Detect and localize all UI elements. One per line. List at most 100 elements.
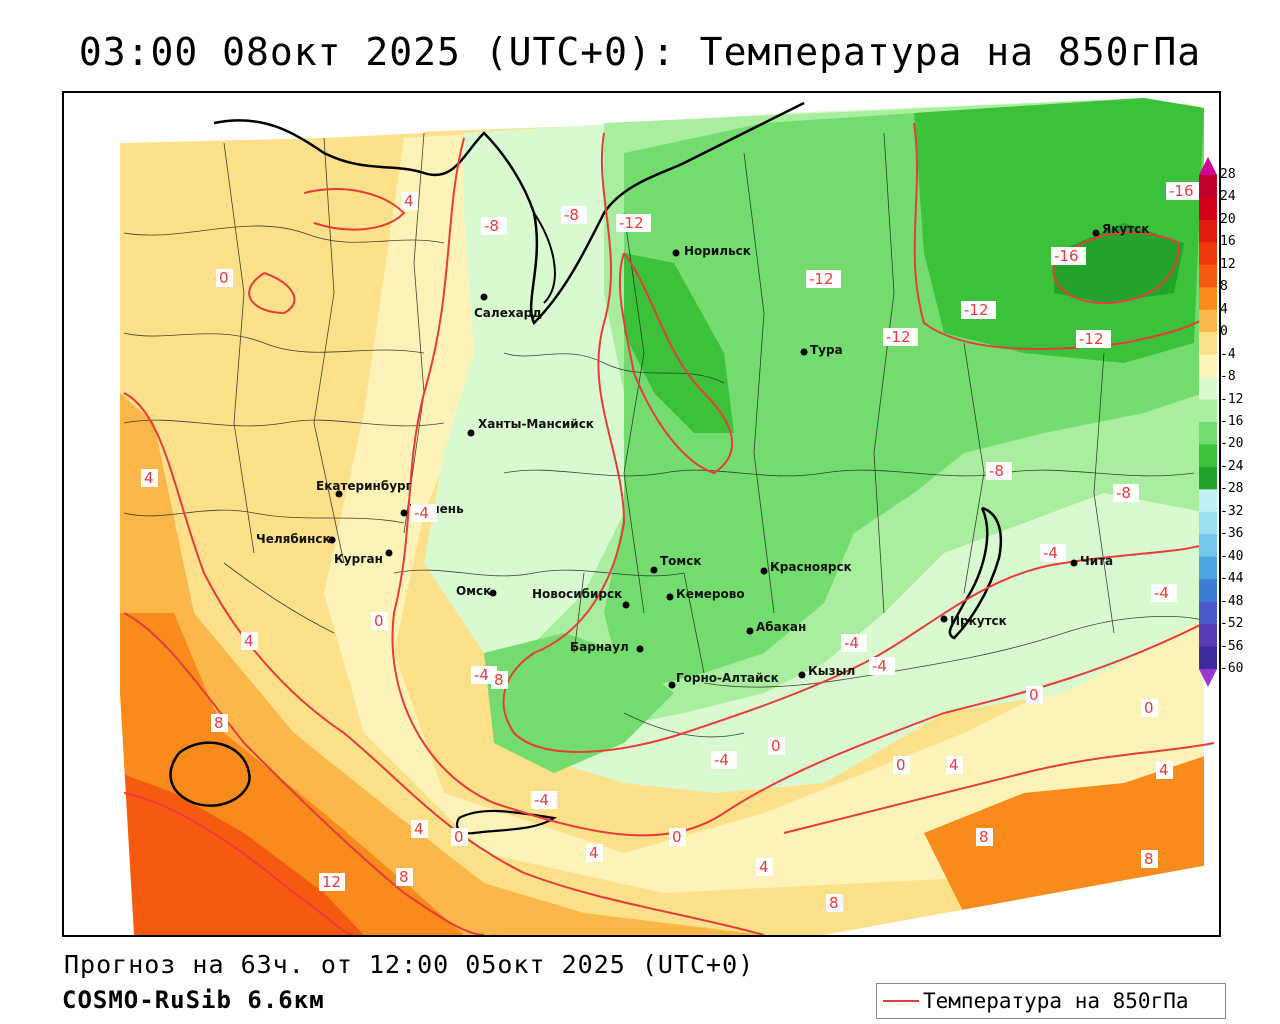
city-dot [328, 536, 336, 544]
contour-value-label: 0 [1144, 699, 1154, 717]
contour-value-label: -12 [1079, 330, 1104, 348]
contour-value-label: -4 [714, 751, 729, 769]
colorbar-tick-label: -60 [1220, 661, 1244, 676]
contour-label-bg [216, 269, 233, 287]
contour-value-label: -12 [886, 328, 911, 346]
contour-value-label: -12 [964, 301, 989, 319]
colorbar-segment [1199, 219, 1217, 243]
city-label: Челябинск [256, 532, 331, 546]
contour-label-bg [1076, 330, 1111, 348]
contour-label-bg [1166, 182, 1201, 200]
field-yakutia-core [1054, 223, 1184, 303]
contour-label-bg [893, 756, 910, 774]
contour-label-bg [869, 657, 895, 675]
contour-label-bg [319, 873, 345, 891]
city-dot [1070, 559, 1078, 567]
city-dot [622, 601, 630, 609]
contour-value-label: 4 [404, 192, 414, 210]
contour-value-label: 8 [829, 894, 839, 912]
colorbar-segment [1199, 466, 1217, 490]
colorbar-tick-label: 16 [1220, 234, 1236, 250]
contour-value-label: 4 [144, 469, 154, 487]
contour-value-label: 8 [1144, 850, 1154, 868]
city-label: Кемерово [676, 587, 745, 601]
contour-value-label: 0 [896, 756, 906, 774]
city-dot [746, 627, 754, 635]
contour-label-bg [1051, 247, 1086, 265]
city-dot [760, 567, 768, 575]
aral-sea [169, 741, 251, 807]
city-label: Барнаул [570, 640, 629, 654]
city-label: Кызыл [808, 664, 855, 678]
legend: Температура на 850гПа [876, 983, 1226, 1019]
contour-label-bg [211, 714, 228, 732]
contour-label-bg [561, 206, 587, 224]
city-dot [400, 509, 408, 517]
contour-value-label: -16 [1054, 247, 1079, 265]
contour-value-label: -12 [809, 270, 834, 288]
contour-value-label: -4 [414, 504, 429, 522]
contour-label-bg [1113, 484, 1139, 502]
contour-label-bg [768, 737, 785, 755]
contour-label-bg [616, 214, 651, 232]
contour-value-label: 4 [414, 820, 424, 838]
colorbar-segment [1199, 399, 1217, 423]
colorbar-tick-label: -56 [1220, 638, 1244, 654]
contour-value-label: -4 [844, 634, 859, 652]
field-altai [484, 633, 674, 773]
contour-value-label: -8 [1116, 484, 1131, 502]
city-label: Красноярск [770, 560, 852, 574]
contour-label-bg [411, 504, 437, 522]
city-dot [800, 348, 808, 356]
colorbar-tick-label: -32 [1220, 503, 1244, 519]
colorbar-segment [1199, 444, 1217, 468]
contour-value-label: 4 [1159, 761, 1169, 779]
colorbar-segment [1199, 422, 1217, 445]
contour-value-label: 8 [494, 671, 504, 689]
colorbar-segment [1199, 332, 1217, 356]
colorbar-segment [1199, 377, 1217, 401]
colorbar-tick-label: -40 [1220, 548, 1244, 564]
contour-label-bg [411, 820, 428, 838]
colorbar-segment [1199, 511, 1217, 535]
contour-value-label: 4 [589, 844, 599, 862]
admin-borders [123, 132, 1215, 738]
contour-value-label: -4 [474, 666, 489, 684]
field-yakutia [914, 98, 1204, 363]
contour-label-bg [471, 666, 497, 684]
lake-baikal [948, 506, 1003, 640]
colorbar-segment [1199, 489, 1217, 513]
colorbar-tick-label: 12 [1220, 256, 1236, 272]
contour-value-label: 0 [771, 737, 781, 755]
legend-line-swatch [883, 1000, 919, 1002]
colorbar-segment [1199, 556, 1217, 580]
colorbar-tick-label: 4 [1220, 301, 1228, 317]
colorbar-segment [1199, 624, 1217, 648]
city-label: Чита [1080, 554, 1113, 568]
outside-domain-nw [64, 93, 444, 935]
contour-label-bg [586, 844, 603, 862]
colorbar-tick-label: -8 [1220, 369, 1236, 385]
contour-value-label: -8 [564, 206, 579, 224]
colorbar-bottom-arrow [1199, 669, 1217, 687]
gulf-of-ob [533, 212, 556, 304]
contour-label-bg [1141, 850, 1158, 868]
contour-label-bg [986, 462, 1012, 480]
city-label: Салехард [474, 306, 542, 320]
contour-label-bg [711, 751, 737, 769]
city-label: Ханты-Мансийск [478, 417, 594, 431]
contour-label-bg [1040, 544, 1066, 562]
contour-value-label: -16 [1169, 182, 1194, 200]
contour-label-bg [826, 894, 843, 912]
contour-label-bg [883, 328, 918, 346]
city-label: Омск [456, 584, 491, 598]
city-label: Томск [660, 554, 702, 568]
contour-label-bg [491, 671, 508, 689]
contour-label-bg [451, 828, 468, 846]
city-label: Абакан [756, 620, 806, 634]
colorbar-segment [1199, 309, 1217, 333]
colorbar-tick-label: 8 [1220, 279, 1228, 295]
temperature-map: Норильск Якутск Салехард Тура Ханты-Манс… [64, 93, 1219, 935]
city-dot [636, 645, 644, 653]
contour-value-label: 12 [322, 873, 341, 891]
